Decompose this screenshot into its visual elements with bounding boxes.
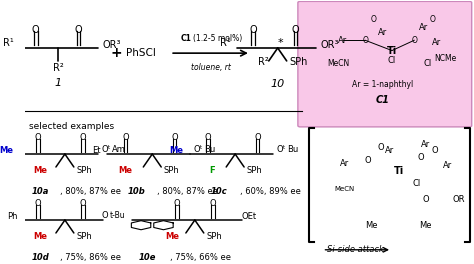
Text: OR³: OR³ (103, 40, 121, 50)
Text: OEt: OEt (242, 212, 257, 221)
Text: Me: Me (165, 232, 179, 241)
Text: selected examples: selected examples (29, 122, 114, 131)
Text: R¹: R¹ (3, 38, 13, 48)
Text: NCMe: NCMe (435, 54, 457, 63)
Text: toluene, rt: toluene, rt (191, 63, 230, 72)
Text: Me: Me (170, 146, 183, 155)
FancyBboxPatch shape (298, 1, 472, 127)
Text: MeCN: MeCN (335, 186, 355, 192)
Text: O: O (362, 36, 368, 45)
Text: t: t (283, 145, 285, 150)
Text: R²: R² (258, 57, 269, 67)
Text: SPh: SPh (246, 166, 262, 175)
Text: O: O (292, 25, 300, 35)
Text: PhSCl: PhSCl (126, 48, 156, 58)
Text: O: O (249, 25, 257, 35)
Text: OR³: OR³ (320, 40, 339, 50)
Text: 10c: 10c (210, 187, 227, 196)
Text: O: O (422, 195, 429, 204)
Text: 10: 10 (271, 79, 285, 89)
Text: 10b: 10b (128, 187, 146, 196)
Text: Am: Am (112, 145, 126, 154)
Text: , 60%, 89% ee: , 60%, 89% ee (240, 187, 301, 196)
Text: 10d: 10d (31, 253, 49, 262)
Text: Bu: Bu (204, 145, 216, 154)
Text: Ar: Ar (385, 146, 394, 155)
Text: O: O (173, 199, 180, 208)
Text: t: t (108, 145, 110, 150)
Text: SPh: SPh (76, 232, 92, 241)
Text: Ar: Ar (432, 38, 441, 47)
Text: O: O (101, 211, 108, 220)
Text: *: * (277, 38, 283, 48)
Text: , 75%, 86% ee: , 75%, 86% ee (60, 253, 121, 262)
Text: Me: Me (419, 221, 432, 230)
Text: Me: Me (33, 166, 47, 175)
Text: SPh: SPh (164, 166, 179, 175)
Text: O: O (122, 133, 129, 142)
Text: C1: C1 (181, 34, 191, 43)
Text: O: O (101, 145, 108, 154)
Text: Et: Et (92, 146, 101, 155)
Text: O: O (429, 15, 435, 24)
Text: O: O (35, 133, 41, 142)
Text: O: O (74, 25, 82, 35)
Text: O: O (80, 133, 86, 142)
Text: 10a: 10a (31, 187, 49, 196)
Text: Ti: Ti (387, 46, 397, 55)
Text: Ar = 1-naphthyl: Ar = 1-naphthyl (352, 80, 414, 89)
Text: F: F (210, 166, 215, 175)
Text: Me: Me (118, 166, 132, 175)
Text: O: O (210, 199, 216, 208)
Text: O: O (377, 143, 384, 152)
Text: O: O (32, 25, 40, 35)
Text: Ar: Ar (378, 28, 388, 37)
Text: Ar: Ar (338, 36, 347, 45)
Text: O: O (371, 15, 377, 24)
Text: , 80%, 87% ee: , 80%, 87% ee (157, 187, 218, 196)
Text: Cl: Cl (424, 59, 432, 68)
Text: Me: Me (33, 232, 47, 241)
Text: 1: 1 (55, 78, 62, 88)
Text: Me: Me (0, 146, 13, 155)
Text: O: O (364, 156, 371, 165)
Text: MeCN: MeCN (327, 59, 349, 68)
Text: O: O (254, 133, 261, 142)
Text: Bu: Bu (287, 145, 298, 154)
Text: O: O (193, 145, 200, 154)
Text: SPh: SPh (289, 57, 307, 67)
Text: , 75%, 66% ee: , 75%, 66% ee (170, 253, 231, 262)
Text: Cl: Cl (388, 56, 396, 65)
Text: Ti: Ti (393, 166, 404, 176)
Text: Ar: Ar (421, 140, 430, 149)
Text: O: O (276, 145, 283, 154)
Text: Si-side attack: Si-side attack (327, 245, 384, 254)
Text: O: O (431, 146, 438, 155)
Text: Ph: Ph (8, 212, 18, 221)
Text: R²: R² (53, 63, 64, 73)
Text: t-Bu: t-Bu (109, 211, 125, 220)
Text: SPh: SPh (206, 232, 222, 241)
Text: O: O (205, 133, 211, 142)
Text: Ar: Ar (443, 161, 453, 170)
Text: O: O (172, 133, 178, 142)
Text: O: O (80, 199, 86, 208)
Text: Cl: Cl (412, 179, 421, 188)
Text: Me: Me (365, 221, 378, 230)
Text: (1.2-5 mol%): (1.2-5 mol%) (192, 34, 242, 43)
Text: O: O (35, 199, 41, 208)
Text: SPh: SPh (76, 166, 92, 175)
Text: t: t (200, 145, 202, 150)
Text: +: + (110, 46, 122, 60)
Text: 10e: 10e (139, 253, 156, 262)
Text: Ar: Ar (419, 23, 428, 32)
Text: R¹: R¹ (220, 38, 231, 48)
Text: C1: C1 (376, 95, 390, 105)
Text: Ar: Ar (340, 159, 349, 168)
Text: O: O (418, 153, 424, 162)
Text: OR: OR (453, 195, 465, 204)
Text: O: O (411, 36, 417, 45)
Text: , 80%, 87% ee: , 80%, 87% ee (60, 187, 121, 196)
